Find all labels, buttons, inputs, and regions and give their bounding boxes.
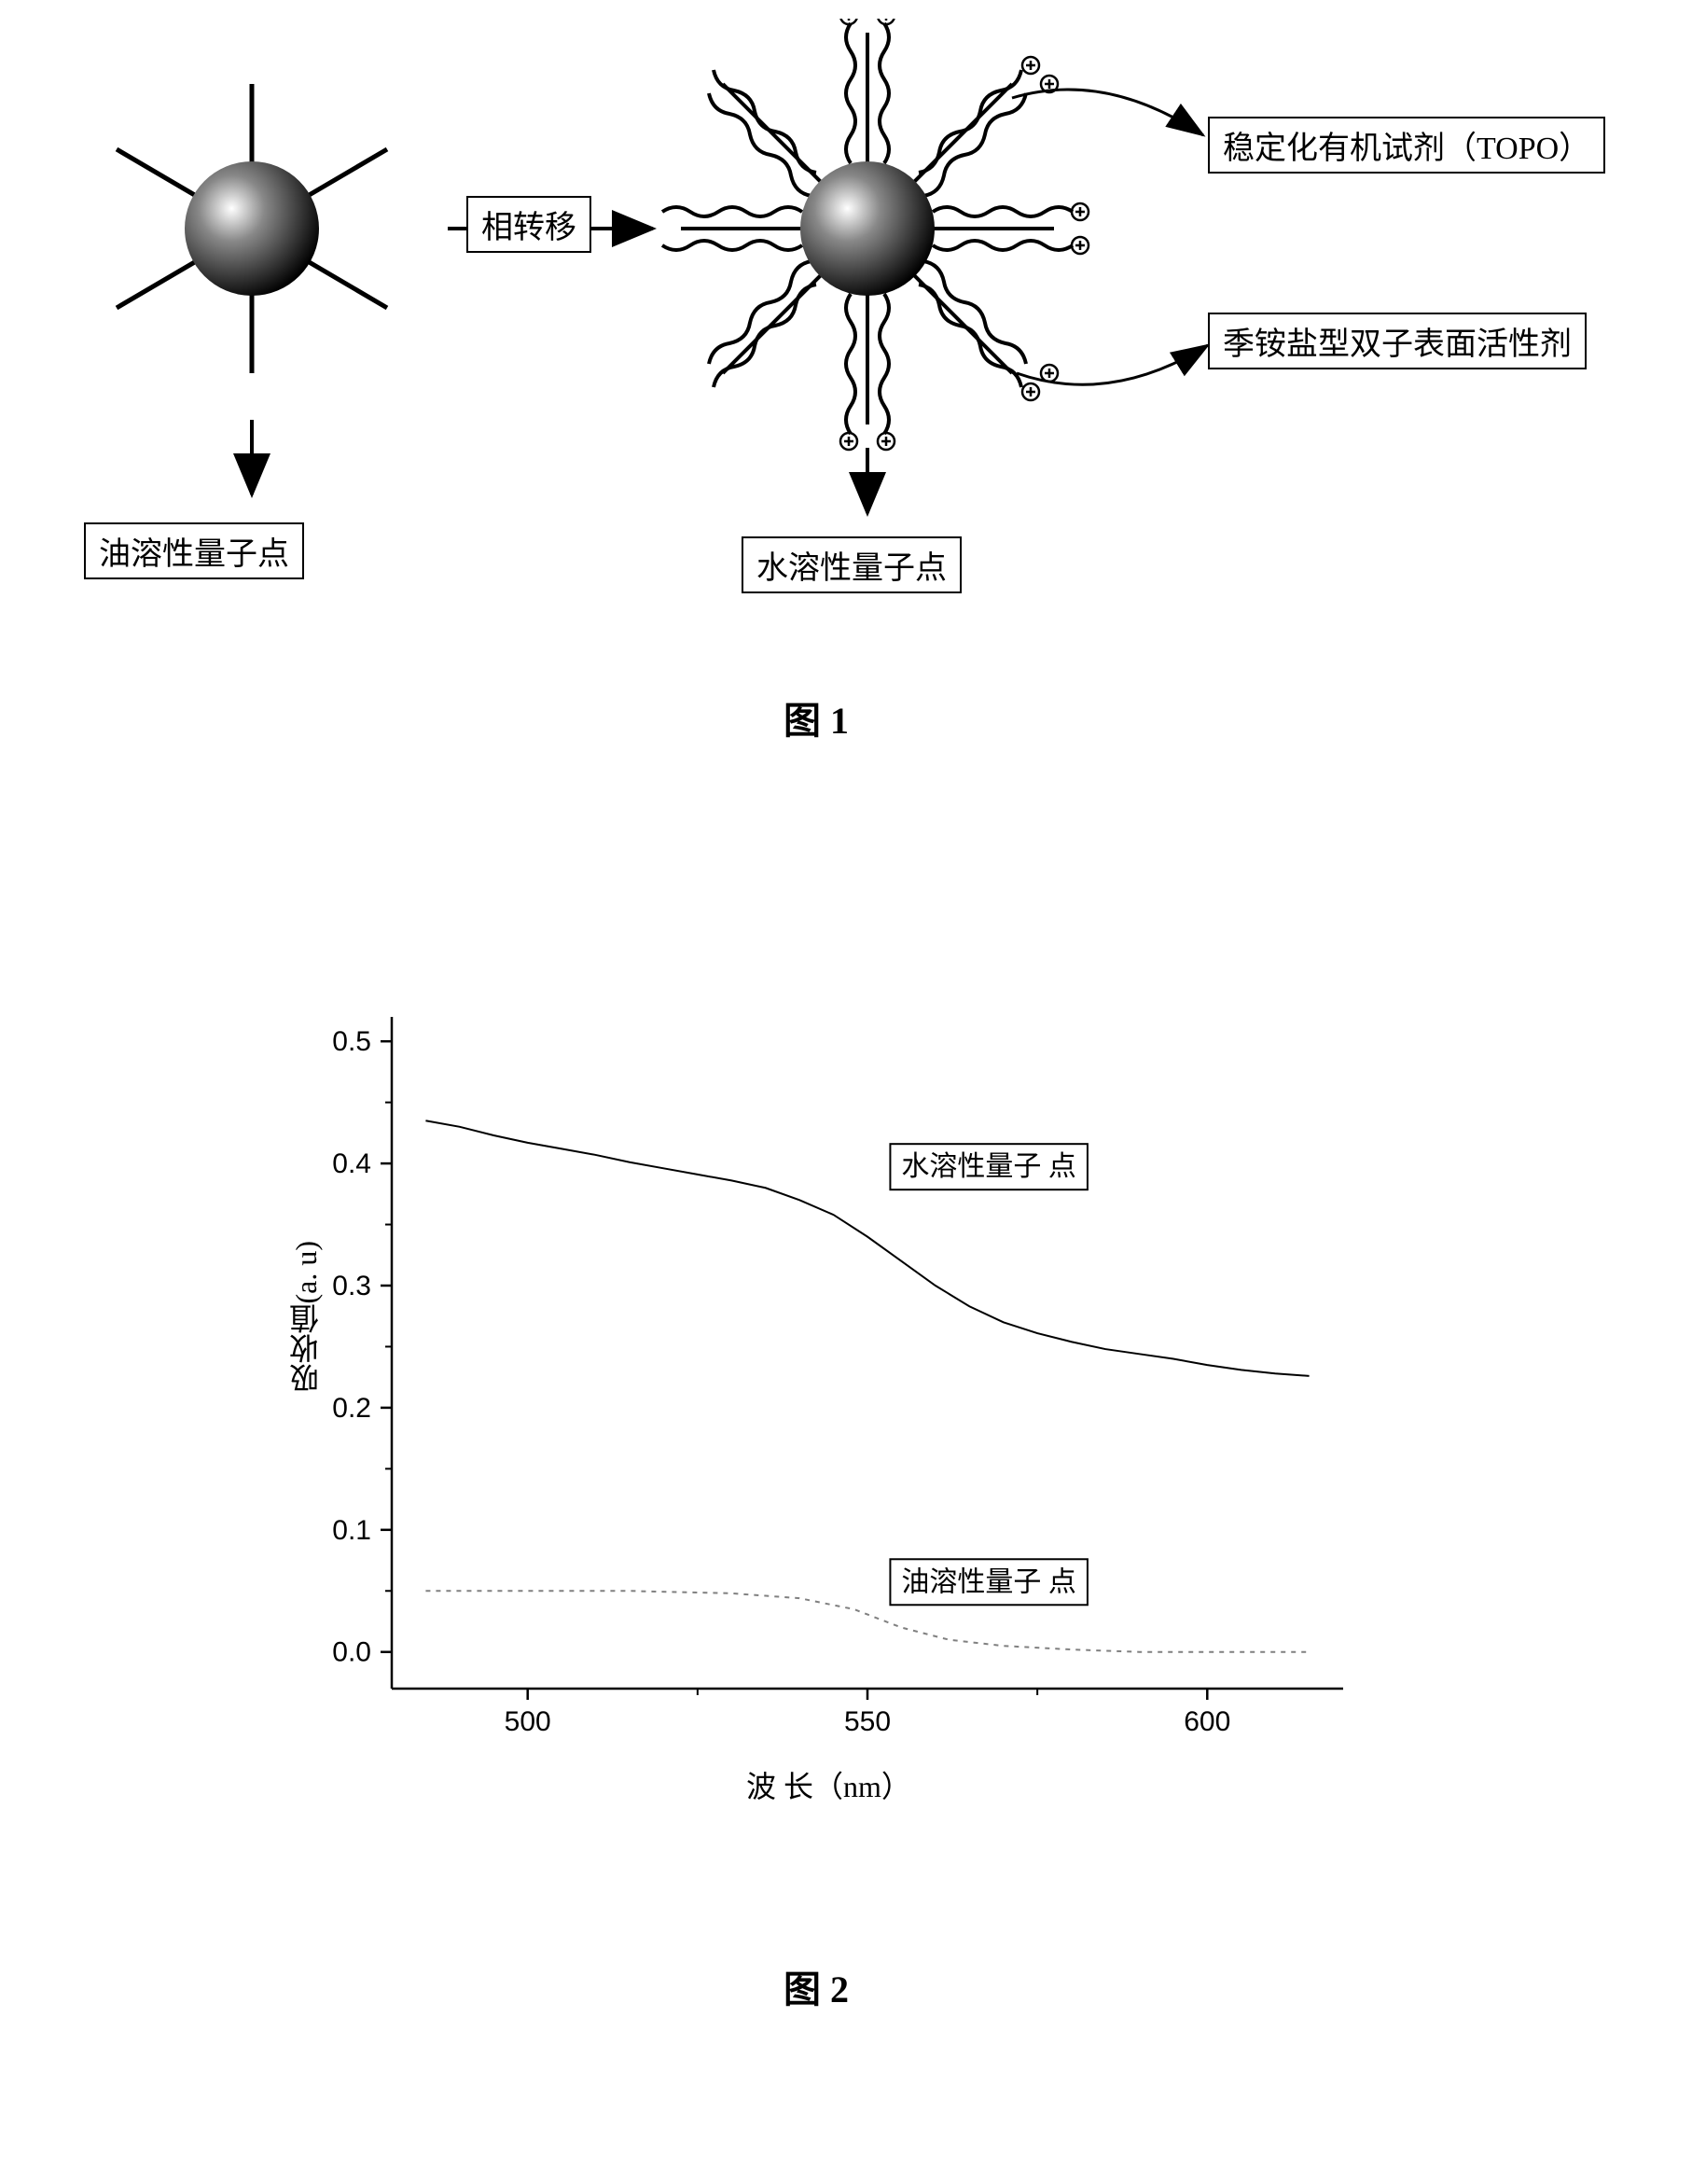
ytick-label: 0.2 [332,1393,371,1424]
water-series-label: 水溶性量子 点 [890,1144,1088,1189]
ytick-label: 0.3 [332,1271,371,1301]
svg-text:水溶性量子 点: 水溶性量子 点 [901,1151,1076,1182]
xtick-label: 600 [1184,1706,1230,1737]
svg-text:油溶性量子 点: 油溶性量子 点 [901,1566,1076,1597]
water-soluble-qdot [662,19,1089,450]
xtick-label: 500 [505,1706,551,1737]
topo-arrow [1012,90,1203,135]
figure1-label: 图 1 [784,690,849,744]
chart-xlabel: 波 长（nm） [746,1763,911,1806]
chart-ylabel: 吸收值(a. u) [284,1241,327,1394]
oil-series-label: 油溶性量子 点 [890,1559,1088,1605]
figure-1: 相转移 油溶性量子点 水溶性量子点 稳定化有机试剂（TOPO） 季铵盐型双子表面… [75,19,1617,858]
xtick-label: 550 [844,1706,891,1737]
ytick-label: 0.1 [332,1515,371,1546]
ytick-label: 0.0 [332,1637,371,1668]
ytick-label: 0.5 [332,1026,371,1057]
figure2-chart-svg: 0.0 0.1 0.2 0.3 0.4 0.5 500 550 600 水溶性量子 点油溶性量子 … [187,980,1505,1819]
figure-2: 0.0 0.1 0.2 0.3 0.4 0.5 500 550 600 水溶性量子 点油溶性量子 … [187,980,1505,2099]
oil-soluble-qdot [117,84,387,373]
surfactant-label: 季铵盐型双子表面活性剂 [1208,313,1587,369]
water-soluble-label: 水溶性量子点 [742,536,962,593]
series-line [425,1120,1309,1376]
phase-transfer-label: 相转移 [466,196,591,253]
figure2-label: 图 2 [784,1959,849,2013]
series-line [425,1591,1309,1651]
ytick-label: 0.4 [332,1148,371,1179]
topo-label: 稳定化有机试剂（TOPO） [1208,117,1605,174]
oil-soluble-label: 油溶性量子点 [84,522,304,579]
